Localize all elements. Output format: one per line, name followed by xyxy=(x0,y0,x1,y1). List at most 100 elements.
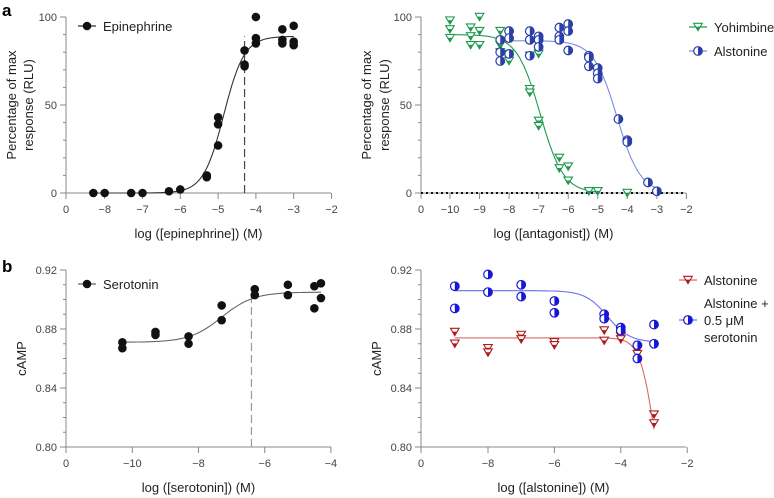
data-point xyxy=(118,343,127,353)
y-axis-label: cAMP xyxy=(14,341,29,376)
data-point xyxy=(554,153,565,163)
y-tick-label: 0 xyxy=(406,188,412,200)
data-point xyxy=(176,185,185,194)
data-point-fill xyxy=(654,339,659,349)
data-point-shape xyxy=(289,21,299,31)
data-point xyxy=(598,326,610,336)
x-tick-label: −6 xyxy=(174,204,187,216)
legend-marker-shape xyxy=(82,279,92,289)
legend-marker-fill xyxy=(688,315,693,325)
data-point xyxy=(495,47,506,58)
data-point-shape xyxy=(278,25,287,34)
data-point-fill xyxy=(554,296,559,306)
chart-panel-4: 0.80 0.84 0.88 0.92 0 −8 −6 −4 −2 log ([alstonine… xyxy=(369,265,769,495)
data-point-fill xyxy=(637,354,642,363)
data-point xyxy=(648,410,660,420)
data-point xyxy=(118,337,127,347)
x-axis-label: log ([epinephrine]) (M) xyxy=(135,226,263,241)
data-point-fill xyxy=(559,23,564,32)
data-point xyxy=(563,26,574,36)
data-point-shape xyxy=(164,186,174,196)
data-point-fill xyxy=(536,53,542,58)
y-tick-label: 0.92 xyxy=(36,265,57,277)
data-point xyxy=(465,40,476,50)
data-point-fill xyxy=(454,281,460,291)
data-point-shape xyxy=(213,120,223,129)
x-tick-label: −4 xyxy=(250,204,263,216)
data-point-fill xyxy=(468,35,474,41)
x-tick-label: −2 xyxy=(680,204,693,216)
data-point xyxy=(164,186,174,196)
data-point-shape xyxy=(283,290,293,300)
data-point-shape xyxy=(316,278,326,288)
data-point-shape xyxy=(217,315,226,325)
data-point xyxy=(533,42,544,52)
legend-label: Alstonine xyxy=(704,273,757,288)
x-tick-label: 0 xyxy=(63,204,69,216)
data-point xyxy=(562,162,574,172)
x-tick-label: −3 xyxy=(287,204,300,216)
data-point-fill xyxy=(647,178,653,187)
data-point-fill xyxy=(559,35,564,45)
data-point xyxy=(524,88,536,98)
x-tick-label: −4 xyxy=(325,458,338,470)
data-point xyxy=(504,49,515,59)
y-tick-label: 0.88 xyxy=(36,324,57,336)
y-tick-label: 100 xyxy=(39,12,57,24)
x-tick-label: −4 xyxy=(615,458,628,470)
data-point-shape xyxy=(100,188,109,198)
data-point xyxy=(449,327,461,337)
legend-item-1: Epinephrine xyxy=(78,19,172,34)
data-point xyxy=(515,335,527,345)
data-point xyxy=(598,336,610,346)
legend-marker-shape xyxy=(82,21,92,31)
data-point-fill xyxy=(477,16,482,21)
data-point xyxy=(516,291,527,302)
data-point xyxy=(592,187,604,196)
data-point xyxy=(643,177,653,188)
data-point-fill xyxy=(568,19,573,29)
legend-item-1: Yohimbine xyxy=(689,20,774,35)
x-tick-label: −6 xyxy=(548,458,561,470)
data-point xyxy=(138,188,147,198)
x-tick-label: 0 xyxy=(63,458,69,470)
data-point xyxy=(474,12,485,22)
x-tick-label: −3 xyxy=(651,204,664,216)
data-point xyxy=(524,50,535,61)
data-point xyxy=(495,56,506,66)
data-point xyxy=(563,19,574,29)
data-point-shape xyxy=(89,188,98,198)
data-point-fill xyxy=(588,61,594,71)
data-point xyxy=(583,61,594,72)
chart-panel-1: 0 50 100 0 −8 −7 −6 −5 −4 −3 −2 log ([epinephrine])… xyxy=(4,12,338,241)
data-point xyxy=(651,186,662,197)
data-point xyxy=(310,281,319,291)
data-point xyxy=(524,26,535,36)
data-point-fill xyxy=(554,308,559,318)
panel-label-b: b xyxy=(2,257,12,276)
data-point xyxy=(202,172,212,182)
data-point xyxy=(483,287,493,298)
data-point-fill xyxy=(521,292,526,301)
data-point-fill xyxy=(618,114,623,124)
data-point xyxy=(554,164,565,174)
x-tick-label: −4 xyxy=(621,204,634,216)
x-tick-label: −8 xyxy=(98,204,111,216)
data-point-fill xyxy=(565,180,571,185)
data-point-shape xyxy=(184,332,193,341)
legend-item-1: Serotonin xyxy=(78,277,159,292)
legend-label: serotonin xyxy=(704,330,757,345)
data-point-fill xyxy=(565,166,571,171)
data-point-shape xyxy=(251,12,261,22)
y-axis-label: cAMP xyxy=(369,341,384,376)
y-tick-label: 0.92 xyxy=(391,265,412,277)
data-point-fill xyxy=(500,35,505,45)
data-point-fill xyxy=(468,44,474,49)
data-point xyxy=(240,46,249,55)
x-tick-label: −8 xyxy=(503,204,516,216)
data-point-fill xyxy=(618,338,624,343)
data-point-fill xyxy=(454,304,460,313)
data-point-shape xyxy=(151,330,160,340)
data-point-shape xyxy=(240,61,249,71)
data-point-fill xyxy=(627,137,632,147)
